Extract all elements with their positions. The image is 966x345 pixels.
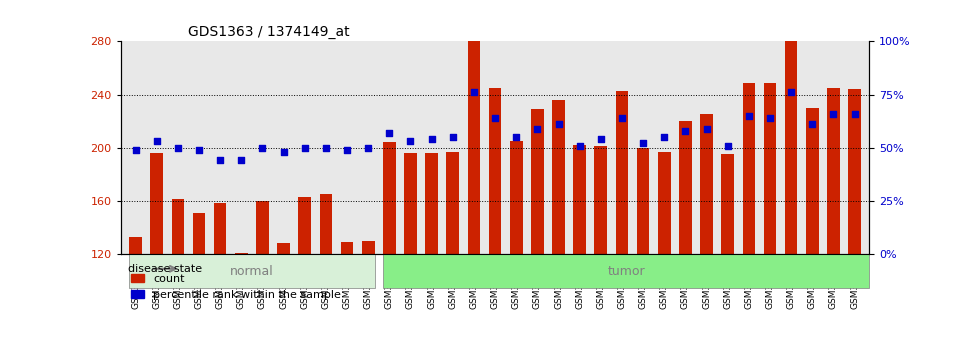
Point [213, 158, 228, 163]
Bar [320, 194, 332, 345]
Point [698, 126, 714, 131]
Point [678, 128, 694, 134]
Bar [383, 142, 396, 345]
Bar [129, 237, 142, 345]
Bar [531, 109, 544, 345]
Bar [298, 197, 311, 345]
Point [128, 147, 143, 152]
Bar [806, 108, 818, 345]
Bar [658, 152, 670, 345]
Point [445, 134, 461, 140]
Point [572, 143, 587, 148]
Bar [574, 145, 586, 345]
Point [276, 149, 292, 155]
Point [783, 90, 799, 95]
Bar [468, 41, 480, 345]
Bar [700, 115, 713, 345]
Point [339, 147, 355, 152]
Point [424, 136, 440, 142]
Point [382, 130, 397, 136]
Point [636, 141, 651, 146]
Bar [341, 242, 354, 345]
Bar [404, 153, 416, 345]
Bar [277, 243, 290, 345]
Bar [594, 146, 608, 345]
Bar [129, 254, 375, 288]
Point [593, 136, 609, 142]
Bar [615, 90, 628, 345]
Point [149, 139, 164, 144]
Point [191, 147, 207, 152]
Text: normal: normal [230, 265, 273, 278]
Bar [489, 88, 501, 345]
Bar [510, 141, 523, 345]
Point [826, 111, 841, 116]
Bar [827, 88, 839, 345]
Point [234, 158, 249, 163]
Legend: count, percentile rank within the sample: count, percentile rank within the sample [127, 269, 345, 304]
Bar [848, 89, 861, 345]
Point [360, 145, 376, 150]
Point [847, 111, 863, 116]
Bar [743, 82, 755, 345]
Text: GDS1363 / 1374149_at: GDS1363 / 1374149_at [188, 25, 350, 39]
Bar [446, 152, 459, 345]
Bar [192, 213, 206, 345]
Point [614, 115, 630, 121]
Point [508, 134, 524, 140]
Bar [235, 253, 247, 345]
Bar [722, 154, 734, 345]
Bar [362, 241, 375, 345]
Point [551, 121, 566, 127]
Point [762, 115, 778, 121]
Bar [383, 254, 869, 288]
Bar [553, 100, 565, 345]
Bar [637, 148, 649, 345]
Point [720, 143, 735, 148]
Point [255, 145, 270, 150]
Bar [213, 204, 226, 345]
Bar [679, 121, 692, 345]
Bar [256, 201, 269, 345]
Text: tumor: tumor [608, 265, 645, 278]
Point [170, 145, 185, 150]
Point [529, 126, 545, 131]
Point [657, 134, 672, 140]
Bar [425, 153, 438, 345]
Point [297, 145, 312, 150]
Bar [151, 153, 163, 345]
Point [487, 115, 502, 121]
Point [805, 121, 820, 127]
Text: disease state: disease state [128, 264, 202, 274]
Point [403, 139, 418, 144]
Point [318, 145, 333, 150]
Bar [784, 41, 798, 345]
Bar [172, 199, 185, 345]
Point [467, 90, 482, 95]
Bar [764, 82, 777, 345]
Point [741, 113, 756, 119]
